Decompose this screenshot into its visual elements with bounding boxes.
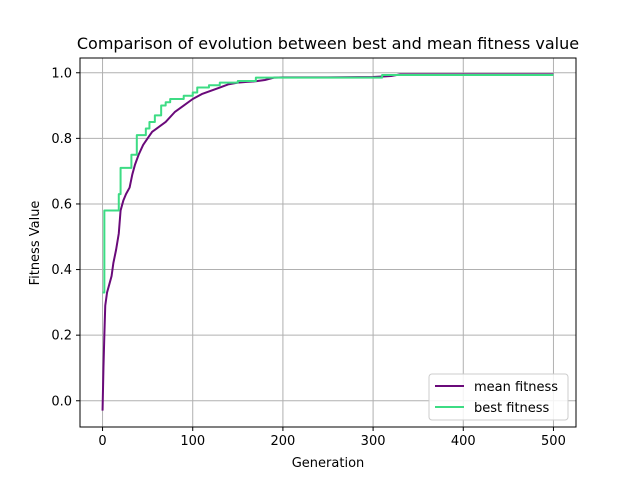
y-tick-label: 0.4 [51, 263, 72, 278]
axis-ticks: 0 100 200 300 400 500 0.0 0.2 0.4 0.6 0.8 1.0 [51, 66, 566, 449]
x-tick-label: 200 [270, 434, 295, 449]
chart-title: Comparison of evolution between best and… [77, 34, 579, 53]
x-tick-label: 300 [361, 434, 386, 449]
y-tick-label: 0.2 [51, 329, 72, 344]
x-tick-label: 500 [541, 434, 566, 449]
legend-label-mean: mean fitness [474, 380, 558, 395]
y-tick-label: 0.8 [51, 132, 72, 147]
y-tick-label: 0.0 [51, 394, 72, 409]
series-layer [101, 73, 554, 411]
x-tick-label: 100 [180, 434, 205, 449]
y-tick-label: 0.6 [51, 197, 72, 212]
x-tick-label: 400 [451, 434, 476, 449]
y-tick-label: 1.0 [51, 66, 72, 81]
x-tick-label: 0 [98, 434, 106, 449]
legend-label-best: best fitness [474, 401, 550, 416]
series-line-best-fitness [102, 74, 554, 294]
y-axis-label: Fitness Value [28, 201, 43, 286]
legend: mean fitness best fitness [428, 373, 569, 421]
grid [80, 58, 576, 427]
plot-frame [79, 57, 577, 428]
x-axis-label: Generation [292, 456, 365, 471]
